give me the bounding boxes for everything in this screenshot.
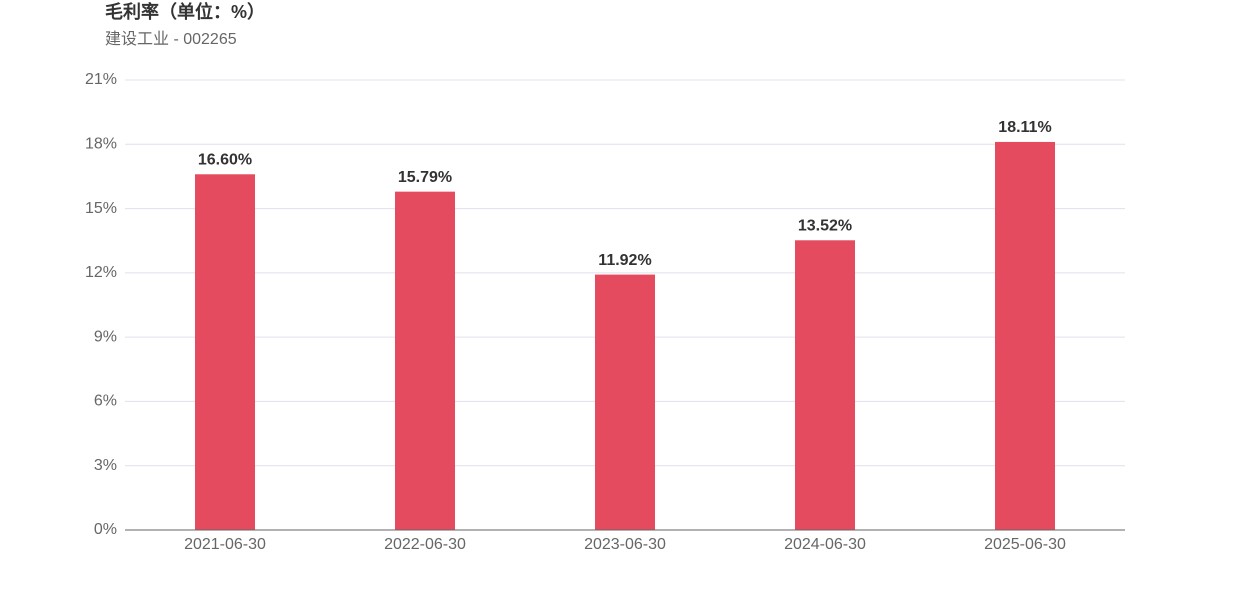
x-tick-label: 2025-06-30 — [984, 536, 1066, 553]
y-tick-label: 18% — [85, 136, 117, 153]
value-label: 18.11% — [998, 119, 1051, 136]
x-tick-label: 2023-06-30 — [584, 536, 666, 553]
y-tick-label: 15% — [85, 200, 117, 217]
y-tick-label: 9% — [94, 328, 117, 345]
x-tick-label: 2022-06-30 — [384, 536, 466, 553]
value-label: 16.60% — [198, 152, 252, 169]
bar — [395, 191, 455, 530]
chart-title: 毛利率（单位：%） — [105, 1, 265, 22]
value-label: 13.52% — [798, 218, 852, 235]
x-tick-label: 2024-06-30 — [784, 536, 866, 553]
bar — [195, 174, 255, 531]
bar — [995, 141, 1055, 530]
bar — [595, 274, 655, 530]
y-tick-label: 12% — [85, 264, 117, 281]
value-label: 15.79% — [398, 169, 452, 186]
y-tick-label: 0% — [94, 521, 117, 538]
value-label: 11.92% — [598, 252, 651, 269]
x-tick-label: 2021-06-30 — [184, 536, 266, 553]
y-tick-label: 6% — [94, 393, 117, 410]
y-tick-label: 21% — [85, 71, 117, 88]
chart-subtitle: 建设工业 - 002265 — [105, 30, 237, 48]
y-tick-label: 3% — [94, 457, 117, 474]
bar — [795, 240, 855, 531]
